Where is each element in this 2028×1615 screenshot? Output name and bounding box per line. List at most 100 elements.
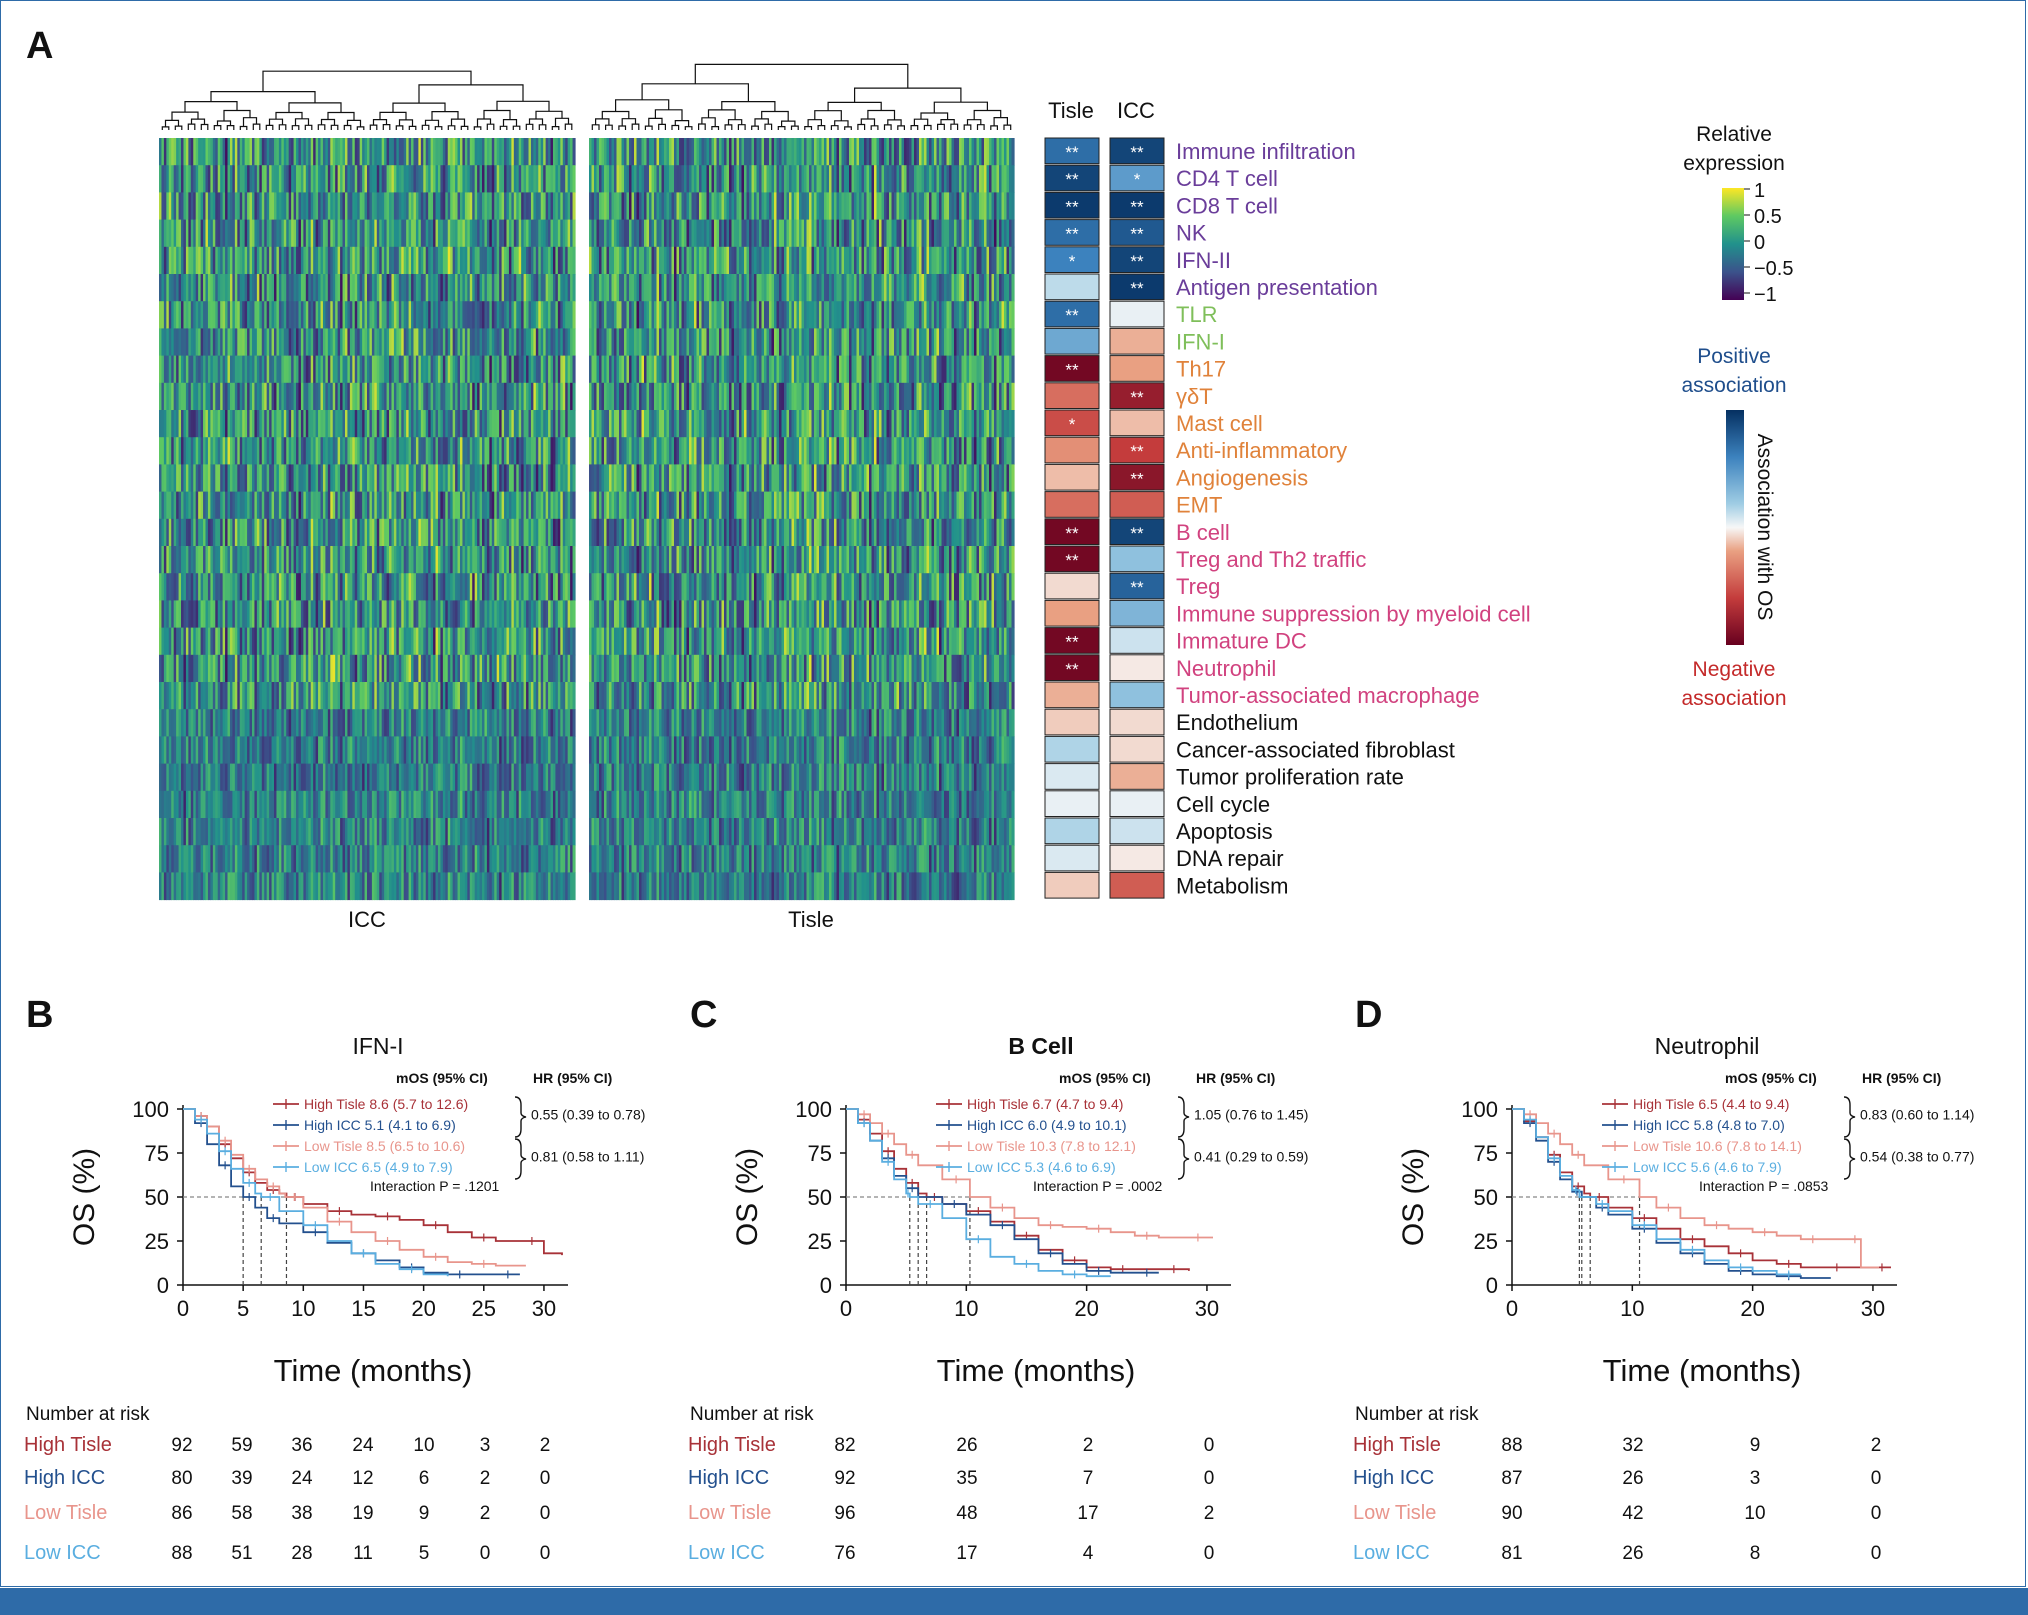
heatmap-cell — [234, 437, 238, 465]
heatmap-cell — [482, 518, 486, 547]
heatmap-cell — [415, 872, 419, 901]
heatmap-cell — [171, 654, 175, 683]
heatmap-cell — [347, 573, 351, 601]
heatmap-cell — [159, 654, 163, 683]
heatmap-cell — [300, 219, 304, 248]
heatmap-cell — [212, 382, 216, 411]
heatmap-cell — [354, 818, 358, 846]
heatmap-cell — [501, 246, 505, 275]
heatmap-cell — [418, 709, 422, 737]
heatmap-cell — [264, 573, 268, 601]
heatmap-cell — [455, 355, 459, 384]
heatmap-cell — [215, 872, 219, 901]
heatmap-cell — [479, 709, 483, 737]
heatmap-cell — [486, 382, 490, 411]
heatmap-cell — [357, 654, 361, 683]
heatmap-cell — [337, 138, 341, 166]
heatmap-cell — [193, 382, 197, 411]
heatmap-cell — [376, 301, 380, 329]
heatmap-cell — [330, 328, 334, 357]
heatmap-cell — [185, 355, 189, 384]
heatmap-cell — [396, 573, 400, 601]
heatmap-cell — [283, 382, 287, 411]
heatmap-cell — [229, 682, 234, 710]
heatmap-cell — [322, 682, 326, 710]
heatmap-cell — [318, 464, 322, 493]
heatmap-cell — [291, 763, 295, 792]
heatmap-cell — [435, 546, 439, 574]
heatmap-cell — [190, 382, 194, 411]
heatmap-cell — [364, 763, 368, 792]
heatmap-cell — [464, 600, 468, 629]
heatmap-cell — [486, 138, 490, 166]
heatmap-cell — [178, 600, 182, 629]
heatmap-cell — [159, 600, 163, 629]
heatmap-cell — [278, 246, 282, 275]
heatmap-cell — [225, 546, 229, 574]
heatmap-cell — [210, 546, 214, 574]
heatmap-cell — [425, 301, 429, 329]
heatmap-cell — [212, 491, 216, 520]
heatmap-cell — [296, 845, 300, 873]
heatmap-cell — [508, 654, 512, 683]
heatmap-cell — [479, 790, 483, 819]
heatmap-cell — [188, 246, 192, 275]
heatmap-cell — [408, 301, 412, 329]
heatmap-cell — [159, 165, 163, 193]
heatmap-cell — [513, 600, 517, 629]
heatmap-cell — [327, 491, 331, 520]
heatmap-cell — [325, 654, 329, 683]
heatmap-cell — [320, 219, 324, 248]
heatmap-cell — [259, 410, 263, 438]
heatmap-cell — [207, 274, 211, 302]
heatmap-cell — [472, 382, 476, 411]
heatmap-cell — [504, 165, 508, 193]
heatmap-cell — [291, 682, 295, 710]
heatmap-cell — [269, 274, 273, 302]
heatmap-cell — [183, 328, 187, 357]
heatmap-cell — [217, 138, 221, 166]
heatmap-cell — [396, 818, 400, 846]
heatmap-cell — [286, 328, 290, 357]
heatmap-cell — [181, 165, 185, 193]
heatmap-cell — [203, 410, 207, 438]
heatmap-cell — [396, 654, 400, 683]
heatmap-cell — [428, 165, 432, 193]
heatmap-cell — [337, 709, 341, 737]
heatmap-cell — [193, 546, 197, 574]
heatmap-cell — [159, 682, 163, 710]
heatmap-cell — [374, 709, 378, 737]
heatmap-cell — [281, 192, 285, 221]
heatmap-cell — [256, 274, 260, 302]
heatmap-cell — [298, 165, 302, 193]
heatmap-cell — [183, 301, 187, 329]
heatmap-cell — [259, 491, 263, 520]
heatmap-cell — [212, 845, 216, 873]
heatmap-cell — [344, 328, 349, 357]
heatmap-cell — [413, 491, 417, 520]
heatmap-cell — [408, 818, 412, 846]
heatmap-cell — [225, 301, 229, 329]
heatmap-cell — [349, 464, 353, 493]
heatmap-cell — [494, 138, 498, 166]
heatmap-cell — [508, 709, 512, 737]
heatmap-cell — [276, 518, 280, 547]
heatmap-cell — [389, 518, 393, 547]
heatmap-cell — [349, 763, 353, 792]
heatmap-cell — [479, 437, 483, 465]
heatmap-cell — [428, 872, 432, 901]
heatmap-cell — [474, 355, 478, 384]
heatmap-cell — [183, 464, 187, 493]
heatmap-cell — [513, 274, 517, 302]
heatmap-cell — [435, 736, 439, 765]
heatmap-cell — [442, 872, 446, 901]
heatmap-cell — [176, 627, 180, 656]
heatmap-cell — [335, 600, 339, 629]
heatmap-cell — [227, 464, 231, 493]
heatmap-cell — [288, 872, 292, 901]
heatmap-cell — [276, 763, 280, 792]
heatmap-cell — [472, 219, 476, 248]
heatmap-cell — [232, 219, 236, 248]
heatmap-cell — [212, 192, 216, 221]
heatmap-cell — [217, 246, 221, 275]
